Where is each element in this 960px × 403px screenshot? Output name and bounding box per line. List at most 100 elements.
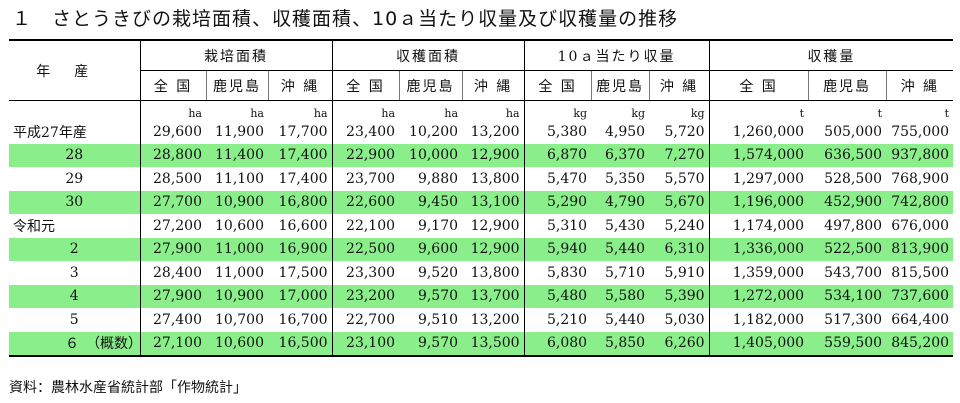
unit-label: ha	[505, 107, 520, 120]
value-cell: 5,440	[591, 237, 650, 261]
units-spacer	[9, 100, 141, 120]
year-cell: 平成27年産	[9, 120, 141, 144]
value-cell: 7,270	[649, 143, 710, 167]
value-cell: 10,200	[409, 123, 459, 140]
value-cell: 11,400	[206, 143, 268, 167]
sugarcane-table: 年産 栽培面積 収穫面積 10ａ当たり収量 収穫量 全 国 鹿児島 沖 縄 全 …	[9, 39, 954, 357]
table-title: １ さとうきびの栽培面積、収穫面積、10ａ当たり収量及び収穫量の推移	[12, 8, 679, 30]
value-cell: 10,600	[206, 331, 268, 357]
value-cell: 813,900	[886, 237, 954, 261]
value-cell: 5,830	[523, 261, 592, 285]
table-row: 令和元 27,200 10,600 16,600 22,100 9,170 12,900 5,…	[9, 214, 953, 238]
value-cell: 13,100	[462, 190, 525, 214]
value-cell: 17,700	[278, 123, 328, 140]
value-cell: 5,380	[523, 120, 592, 144]
subheader-national: 全 国	[523, 70, 592, 101]
subheader-okinawa: 沖 縄	[885, 70, 954, 101]
value-cell: 5,720	[664, 123, 705, 140]
unit-label: ha	[250, 107, 264, 120]
value-cell: 534,100	[808, 284, 887, 308]
table-row: 3 28,400 11,000 17,500 23,300 9,520 13,800 5,83…	[9, 261, 953, 285]
subheader-okinawa: 沖 縄	[267, 70, 333, 101]
value-cell: 9,510	[417, 311, 459, 328]
source-note: 資料：農林水産省統計部「作物統計」	[9, 380, 247, 396]
value-cell: 16,900	[268, 237, 333, 261]
subheader-kagoshima: 鹿児島	[205, 70, 268, 101]
value-cell: 10,900	[206, 190, 268, 214]
value-cell: 11,000	[215, 264, 264, 281]
value-cell: 22,900	[331, 143, 400, 167]
value-cell: 10,000	[399, 143, 463, 167]
value-cell: 12,900	[462, 143, 525, 167]
table-row: 平成27年産 29,600 11,900 17,700 23,400 10,200 13,2…	[9, 120, 953, 144]
value-cell: 1,336,000	[708, 237, 809, 261]
value-cell: 1,182,000	[708, 308, 809, 332]
table-row: ６ （概数） 27,100 10,600 16,500 23,100 9,570 13,50…	[9, 331, 954, 357]
value-cell: 5,240	[664, 217, 705, 234]
year-cell: 2	[9, 237, 141, 261]
value-cell: 452,900	[808, 190, 887, 214]
value-cell: 6,080	[523, 331, 592, 357]
table-row: 2 27,900 11,000 16,900 22,500 9,600 12,900 5,94…	[9, 237, 954, 261]
value-cell: 13,200	[470, 311, 520, 328]
unit-label: kg	[523, 100, 592, 120]
value-cell: 9,600	[399, 237, 463, 261]
unit-label: kg	[690, 107, 705, 120]
value-cell: 676,000	[891, 217, 950, 234]
value-cell: 5,440	[604, 311, 646, 328]
value-cell: 10,600	[215, 217, 264, 234]
value-cell: 9,170	[417, 217, 459, 234]
value-cell: 636,500	[808, 143, 887, 167]
value-cell: 559,500	[808, 331, 887, 357]
value-cell: 16,800	[268, 190, 333, 214]
value-cell: 522,500	[808, 237, 887, 261]
value-cell: 9,520	[417, 264, 459, 281]
value-cell: 1,359,000	[708, 261, 809, 285]
value-cell: 16,600	[278, 217, 328, 234]
year-cell: 28	[9, 143, 141, 167]
value-cell: 815,500	[891, 264, 950, 281]
unit-label: ha	[444, 107, 459, 120]
value-cell: 1,574,000	[708, 143, 809, 167]
subheader-kagoshima: 鹿児島	[590, 70, 650, 101]
value-cell: 664,400	[891, 311, 950, 328]
year-cell: 5	[9, 308, 141, 332]
group-header-cultivated-area: 栽培面積	[139, 39, 333, 71]
value-cell: 13,200	[470, 123, 520, 140]
table-row: 28 28,800 11,400 17,400 22,900 10,000 12,900 6,…	[9, 143, 954, 167]
value-cell: 16,500	[268, 331, 333, 357]
value-cell: 11,900	[215, 123, 264, 140]
value-cell: 17,500	[278, 264, 328, 281]
value-cell: 10,900	[206, 284, 268, 308]
value-cell: 11,000	[206, 237, 268, 261]
value-cell: 13,500	[462, 331, 525, 357]
value-cell: 13,700	[462, 284, 525, 308]
table-row: 30 27,700 10,900 16,800 22,600 9,450 13,100 5,2…	[9, 190, 954, 214]
value-cell: 5,390	[649, 284, 710, 308]
unit-label: ha	[313, 107, 328, 120]
value-cell: 23,100	[331, 331, 400, 357]
value-cell: 27,200	[139, 214, 206, 238]
value-cell: 16,700	[278, 311, 328, 328]
value-cell: 13,800	[470, 264, 520, 281]
unit-label: t	[944, 107, 950, 120]
value-cell: 5,480	[523, 284, 592, 308]
unit-label: ha	[331, 100, 400, 120]
value-cell: 1,405,000	[708, 331, 809, 357]
value-cell: 4,790	[591, 190, 650, 214]
subheader-okinawa: 沖 縄	[461, 70, 525, 101]
value-cell: 5,350	[604, 170, 646, 187]
value-cell: 5,290	[523, 190, 592, 214]
value-cell: 28,800	[139, 143, 206, 167]
value-cell: 5,910	[664, 264, 705, 281]
value-cell: 17,000	[268, 284, 333, 308]
value-cell: 1,174,000	[708, 214, 809, 238]
year-cell: 29	[9, 167, 141, 191]
value-cell: 5,580	[591, 284, 650, 308]
value-cell: 22,600	[331, 190, 400, 214]
subheader-national: 全 国	[331, 70, 400, 101]
value-cell: 12,900	[470, 217, 520, 234]
year-cell: 4	[9, 284, 141, 308]
value-cell: 22,500	[331, 237, 400, 261]
value-cell: 6,310	[649, 237, 710, 261]
